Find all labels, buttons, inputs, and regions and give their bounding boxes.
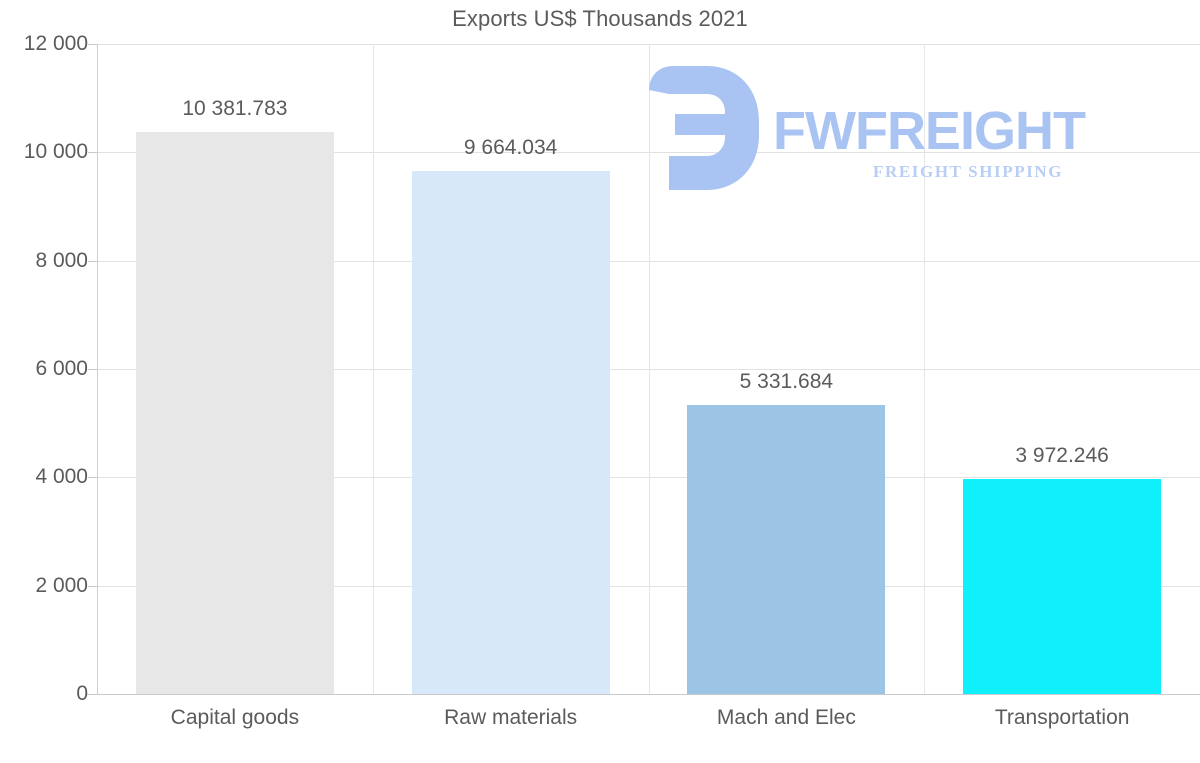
grid-line-vertical [924, 44, 925, 695]
bar-mach-and-elec[interactable] [687, 405, 885, 694]
grid-line-horizontal [97, 152, 1200, 154]
chart-title: Exports US$ Thousands 2021 [452, 6, 748, 31]
bar-value-label: 5 331.684 [739, 370, 834, 394]
x-axis-tick-label: Raw materials [444, 706, 578, 729]
y-axis-line [97, 44, 98, 695]
y-axis-tick-mark [88, 44, 97, 45]
y-axis-tick-label: 12 000 [23, 32, 88, 55]
y-axis-tick-mark [88, 152, 97, 154]
y-axis-tick-mark [88, 369, 97, 370]
grid-line-vertical [649, 44, 650, 695]
x-axis-tick-label: Capital goods [170, 706, 300, 729]
x-axis-line [86, 694, 1200, 695]
y-axis-tick-mark [88, 585, 97, 587]
grid-line-horizontal [97, 369, 1200, 370]
y-axis-tick-label: 6 000 [35, 357, 88, 380]
y-axis-tick-mark [88, 477, 97, 479]
y-axis-tick-label: 8 000 [35, 248, 88, 272]
bar-capital-goods[interactable] [136, 132, 334, 694]
grid-line-vertical [373, 44, 374, 695]
grid-line-horizontal [97, 585, 1200, 587]
bar-value-label: 10 381.783 [182, 96, 288, 120]
y-axis-tick-label: 2 000 [35, 573, 88, 597]
x-axis-tick-label: Mach and Elec [716, 706, 856, 729]
bar-transportation[interactable] [963, 479, 1161, 694]
y-axis-tick-label: 10 000 [23, 140, 88, 164]
y-axis-tick-mark [88, 260, 97, 262]
grid-line-horizontal [97, 44, 1200, 45]
grid-line-horizontal [97, 260, 1200, 262]
bar-value-label: 9 664.034 [463, 135, 558, 159]
x-axis-tick-label: Transportation [994, 706, 1130, 729]
grid-line-horizontal [97, 477, 1200, 479]
y-axis-tick-mark [88, 694, 97, 695]
bar-value-label: 3 972.246 [1015, 443, 1109, 467]
y-axis-tick-label: 0 [76, 682, 88, 705]
y-axis-tick-label: 4 000 [35, 465, 88, 489]
bar-raw-materials[interactable] [412, 171, 610, 694]
